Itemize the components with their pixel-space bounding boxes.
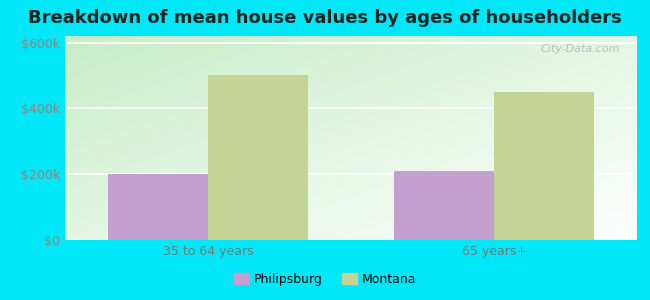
Bar — [108, 174, 208, 240]
Legend: Philipsburg, Montana: Philipsburg, Montana — [229, 268, 421, 291]
Text: Breakdown of mean house values by ages of householders: Breakdown of mean house values by ages o… — [28, 9, 622, 27]
Bar — [494, 92, 594, 240]
Bar — [208, 76, 308, 240]
Text: City-Data.com: City-Data.com — [540, 44, 620, 54]
Bar — [394, 171, 494, 240]
